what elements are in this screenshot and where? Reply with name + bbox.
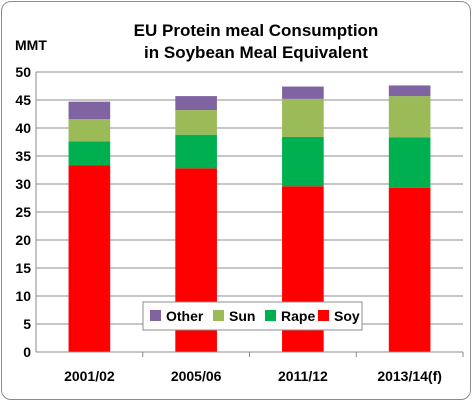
bar-soy-3 — [388, 187, 431, 352]
legend-label-sun: Sun — [229, 308, 255, 324]
chart-title: EU Protein meal Consumption in Soybean M… — [134, 21, 379, 62]
x-category-label: 2001/02 — [64, 368, 115, 384]
y-tick-label: 5 — [23, 316, 31, 332]
y-tick-label: 35 — [15, 148, 31, 164]
y-axis-label: MMT — [15, 37, 47, 53]
chart-title-line-1: EU Protein meal Consumption — [134, 21, 379, 40]
chart-title-line-2: in Soybean Meal Equivalent — [144, 43, 368, 62]
axes — [35, 72, 464, 357]
y-tick-label: 10 — [15, 288, 31, 304]
legend-label-rape: Rape — [281, 308, 315, 324]
x-category-label: 2011/12 — [278, 368, 328, 384]
bar-other-3 — [388, 85, 431, 97]
bar-soy-0 — [68, 165, 111, 352]
bar-rape-3 — [388, 137, 431, 188]
y-tick-label: 25 — [15, 204, 31, 220]
bar-other-1 — [175, 96, 217, 111]
legend-swatch-soy — [318, 310, 329, 321]
legend-swatch-other — [150, 310, 161, 321]
legend-label-soy: Soy — [334, 308, 360, 324]
bar-sun-2 — [282, 98, 324, 137]
y-tick-label: 15 — [15, 260, 31, 276]
bar-other-2 — [282, 86, 324, 99]
legend: Other Sun Rape Soy — [142, 301, 363, 331]
y-tick-label: 45 — [15, 92, 31, 108]
y-tick-label: 30 — [15, 176, 31, 192]
x-category-label: 2005/06 — [171, 368, 222, 384]
y-tick-label: 20 — [15, 232, 31, 248]
x-axis-categories: 2001/02 2005/06 2011/12 2013/14(f) — [64, 368, 442, 384]
bar-rape-0 — [68, 141, 111, 166]
y-tick-label: 50 — [15, 64, 31, 80]
bar-sun-3 — [388, 96, 431, 138]
x-category-label: 2013/14(f) — [377, 368, 442, 384]
bar-sun-0 — [68, 119, 111, 142]
bar-other-0 — [68, 101, 111, 120]
bar-rape-1 — [175, 134, 217, 169]
y-tick-label: 40 — [15, 120, 31, 136]
bar-sun-1 — [175, 110, 217, 135]
legend-label-other: Other — [166, 308, 204, 324]
y-axis-ticks: 0 5 10 15 20 25 30 35 40 45 50 — [15, 64, 31, 360]
y-tick-label: 0 — [23, 344, 31, 360]
legend-swatch-sun — [213, 310, 224, 321]
legend-swatch-rape — [265, 310, 276, 321]
bar-rape-2 — [282, 136, 324, 187]
